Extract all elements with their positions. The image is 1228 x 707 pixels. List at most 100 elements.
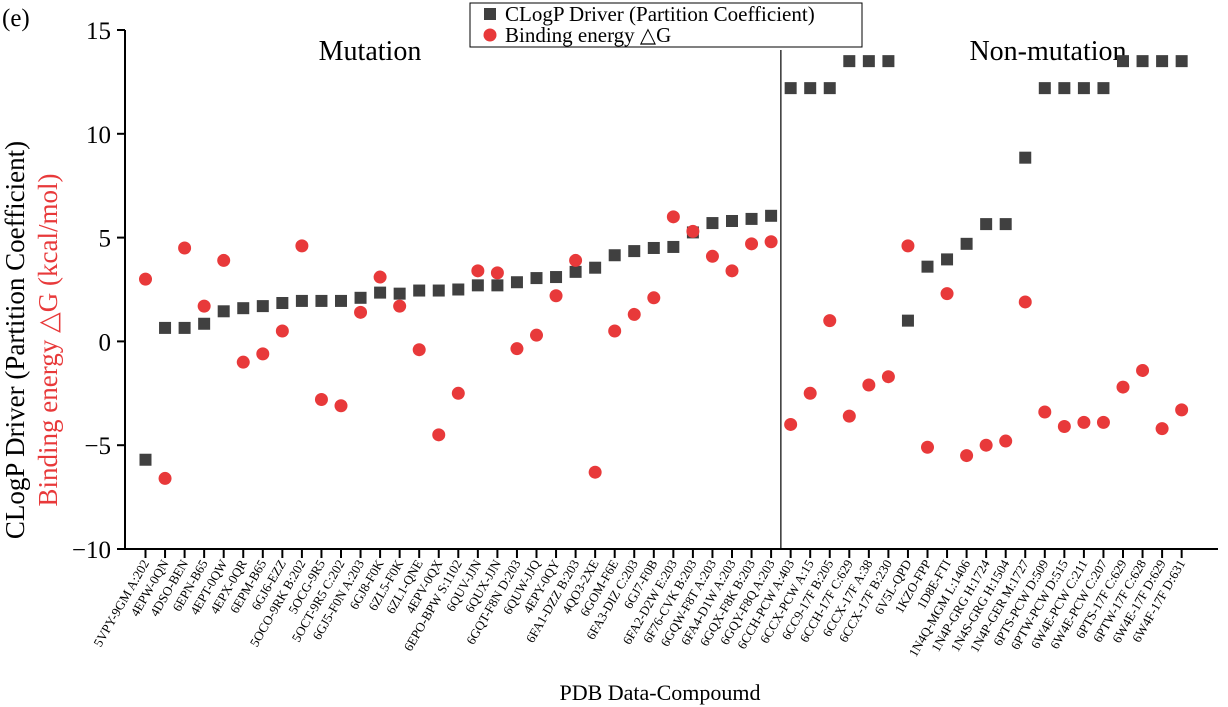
binding-energy-point [256, 347, 270, 361]
y-tick-label: 10 [86, 122, 111, 149]
clogp-point [823, 82, 836, 95]
clogp-point [1038, 82, 1051, 95]
binding-energy-point [530, 328, 543, 342]
clogp-point [354, 291, 367, 304]
clogp-point [960, 237, 973, 250]
clogp-point [980, 218, 993, 231]
binding-energy-point [823, 314, 837, 328]
clogp-point [1117, 55, 1129, 68]
binding-energy-point [979, 438, 993, 452]
clogp-point [1175, 55, 1188, 68]
clogp-point [178, 321, 191, 334]
clogp-point [765, 209, 778, 222]
clogp-point [745, 212, 758, 225]
binding-energy-point [1116, 380, 1130, 394]
legend-clogp-marker [484, 8, 496, 20]
binding-energy-point [666, 210, 680, 224]
clogp-point [315, 294, 328, 307]
clogp-point [159, 321, 172, 334]
binding-energy-point [334, 399, 348, 413]
clogp-point [452, 283, 465, 296]
binding-energy-point [158, 471, 172, 485]
binding-energy-point [901, 239, 915, 253]
legend: CLogP Driver (Partition Coefficient)Bind… [469, 2, 863, 48]
binding-energy-point [1077, 415, 1091, 429]
clogp-point [393, 287, 406, 300]
y-tick-label: 5 [99, 226, 112, 253]
binding-energy-point [999, 434, 1013, 448]
legend-box [469, 2, 863, 48]
binding-energy-point [745, 237, 759, 251]
clogp-point [608, 249, 621, 262]
clogp-point [198, 317, 211, 330]
legend-binding-label: Binding energy △G [505, 23, 671, 47]
binding-energy-point [1136, 363, 1150, 377]
binding-energy-point [803, 386, 817, 400]
clogp-point [256, 300, 269, 313]
section-label: Non-mutation [969, 36, 1126, 67]
clogp-point [706, 217, 719, 230]
binding-energy-point [549, 289, 563, 303]
section-label: Mutation [319, 36, 422, 67]
clogp-point [530, 272, 543, 285]
binding-energy-point [295, 239, 309, 253]
binding-energy-point [725, 264, 739, 278]
binding-energy-point [275, 324, 289, 338]
clogp-point [335, 294, 347, 307]
binding-energy-point [1155, 422, 1169, 436]
binding-energy-point [940, 287, 954, 301]
binding-energy-point [412, 343, 426, 357]
binding-energy-point [1018, 295, 1032, 309]
clogp-point [726, 214, 738, 227]
binding-energy-point [1057, 420, 1071, 434]
binding-energy-point [862, 378, 876, 392]
binding-energy-point [451, 386, 465, 400]
binding-energy-point [197, 299, 211, 313]
binding-energy-point [569, 253, 583, 267]
binding-energy-point [1096, 415, 1110, 429]
binding-energy-point [471, 264, 485, 278]
clogp-point [804, 82, 817, 95]
legend-binding-marker [483, 28, 497, 42]
x-axis-title: PDB Data-Compoumd [559, 680, 760, 705]
binding-energy-point [1038, 405, 1052, 419]
clogp-point [374, 286, 387, 299]
panel-label: (e) [2, 5, 30, 32]
clogp-point [276, 296, 289, 309]
clogp-point [901, 314, 914, 327]
clogp-point [139, 453, 152, 466]
clogp-point [1058, 82, 1071, 95]
clogp-point [667, 240, 680, 253]
clogp-point [862, 55, 875, 68]
binding-energy-point [588, 465, 602, 479]
clogp-point [1097, 82, 1110, 95]
binding-energy-point [764, 235, 778, 249]
clogp-point [295, 294, 308, 307]
clogp-point [628, 245, 641, 258]
binding-energy-point [139, 272, 152, 286]
clogp-point [413, 284, 426, 297]
clogp-point [882, 55, 895, 68]
clogp-point [589, 261, 602, 274]
clogp-point [491, 279, 504, 292]
binding-energy-point [510, 342, 524, 356]
clogp-point [1019, 151, 1032, 164]
binding-energy-point [784, 417, 798, 431]
binding-energy-point [647, 291, 661, 305]
binding-energy-point [686, 224, 700, 238]
clogp-point [1077, 82, 1090, 95]
binding-energy-point [842, 409, 856, 423]
clogp-point [647, 241, 660, 254]
binding-energy-point [217, 253, 231, 267]
clogp-point [843, 55, 856, 68]
binding-energy-point [314, 393, 328, 407]
clogp-point [550, 271, 563, 284]
binding-energy-point [960, 449, 974, 463]
clogp-point [471, 279, 484, 292]
binding-energy-point [490, 266, 504, 280]
binding-energy-point [393, 299, 407, 313]
y-axis-title-primary: CLogP Driver (Partition Coefficient) [0, 141, 30, 539]
clogp-point [1136, 55, 1149, 68]
clogp-point [510, 276, 523, 289]
